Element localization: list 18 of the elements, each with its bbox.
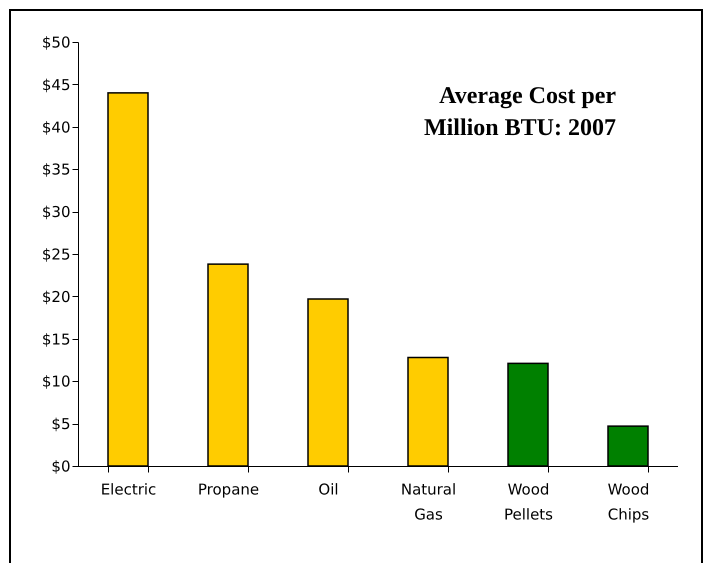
x-tick-label: Wood Chips — [608, 480, 650, 524]
x-tick-label: Electric — [100, 480, 156, 498]
y-tick-label: $40 — [42, 118, 70, 136]
y-tick-label: $25 — [42, 246, 70, 264]
y-tick-label: $35 — [42, 160, 70, 179]
x-tick-label: Propane — [198, 480, 260, 498]
y-tick-label: $15 — [42, 330, 70, 348]
y-tick-label: $10 — [42, 372, 70, 391]
y-tick-label: $45 — [42, 76, 70, 94]
text: Average Cost per Million BTU: 2007 — [424, 83, 616, 141]
y-tick-label: $5 — [51, 415, 70, 434]
y-tick-label: $0 — [51, 458, 70, 476]
x-tick-label: Wood Pellets — [504, 480, 554, 524]
y-tick-label: $20 — [42, 288, 70, 306]
x-tick-label: Natural Gas — [400, 480, 456, 524]
x-tick-label: Oil — [318, 480, 339, 498]
y-tick-label: $30 — [42, 203, 70, 222]
y-tick-label: $50 — [42, 34, 70, 52]
